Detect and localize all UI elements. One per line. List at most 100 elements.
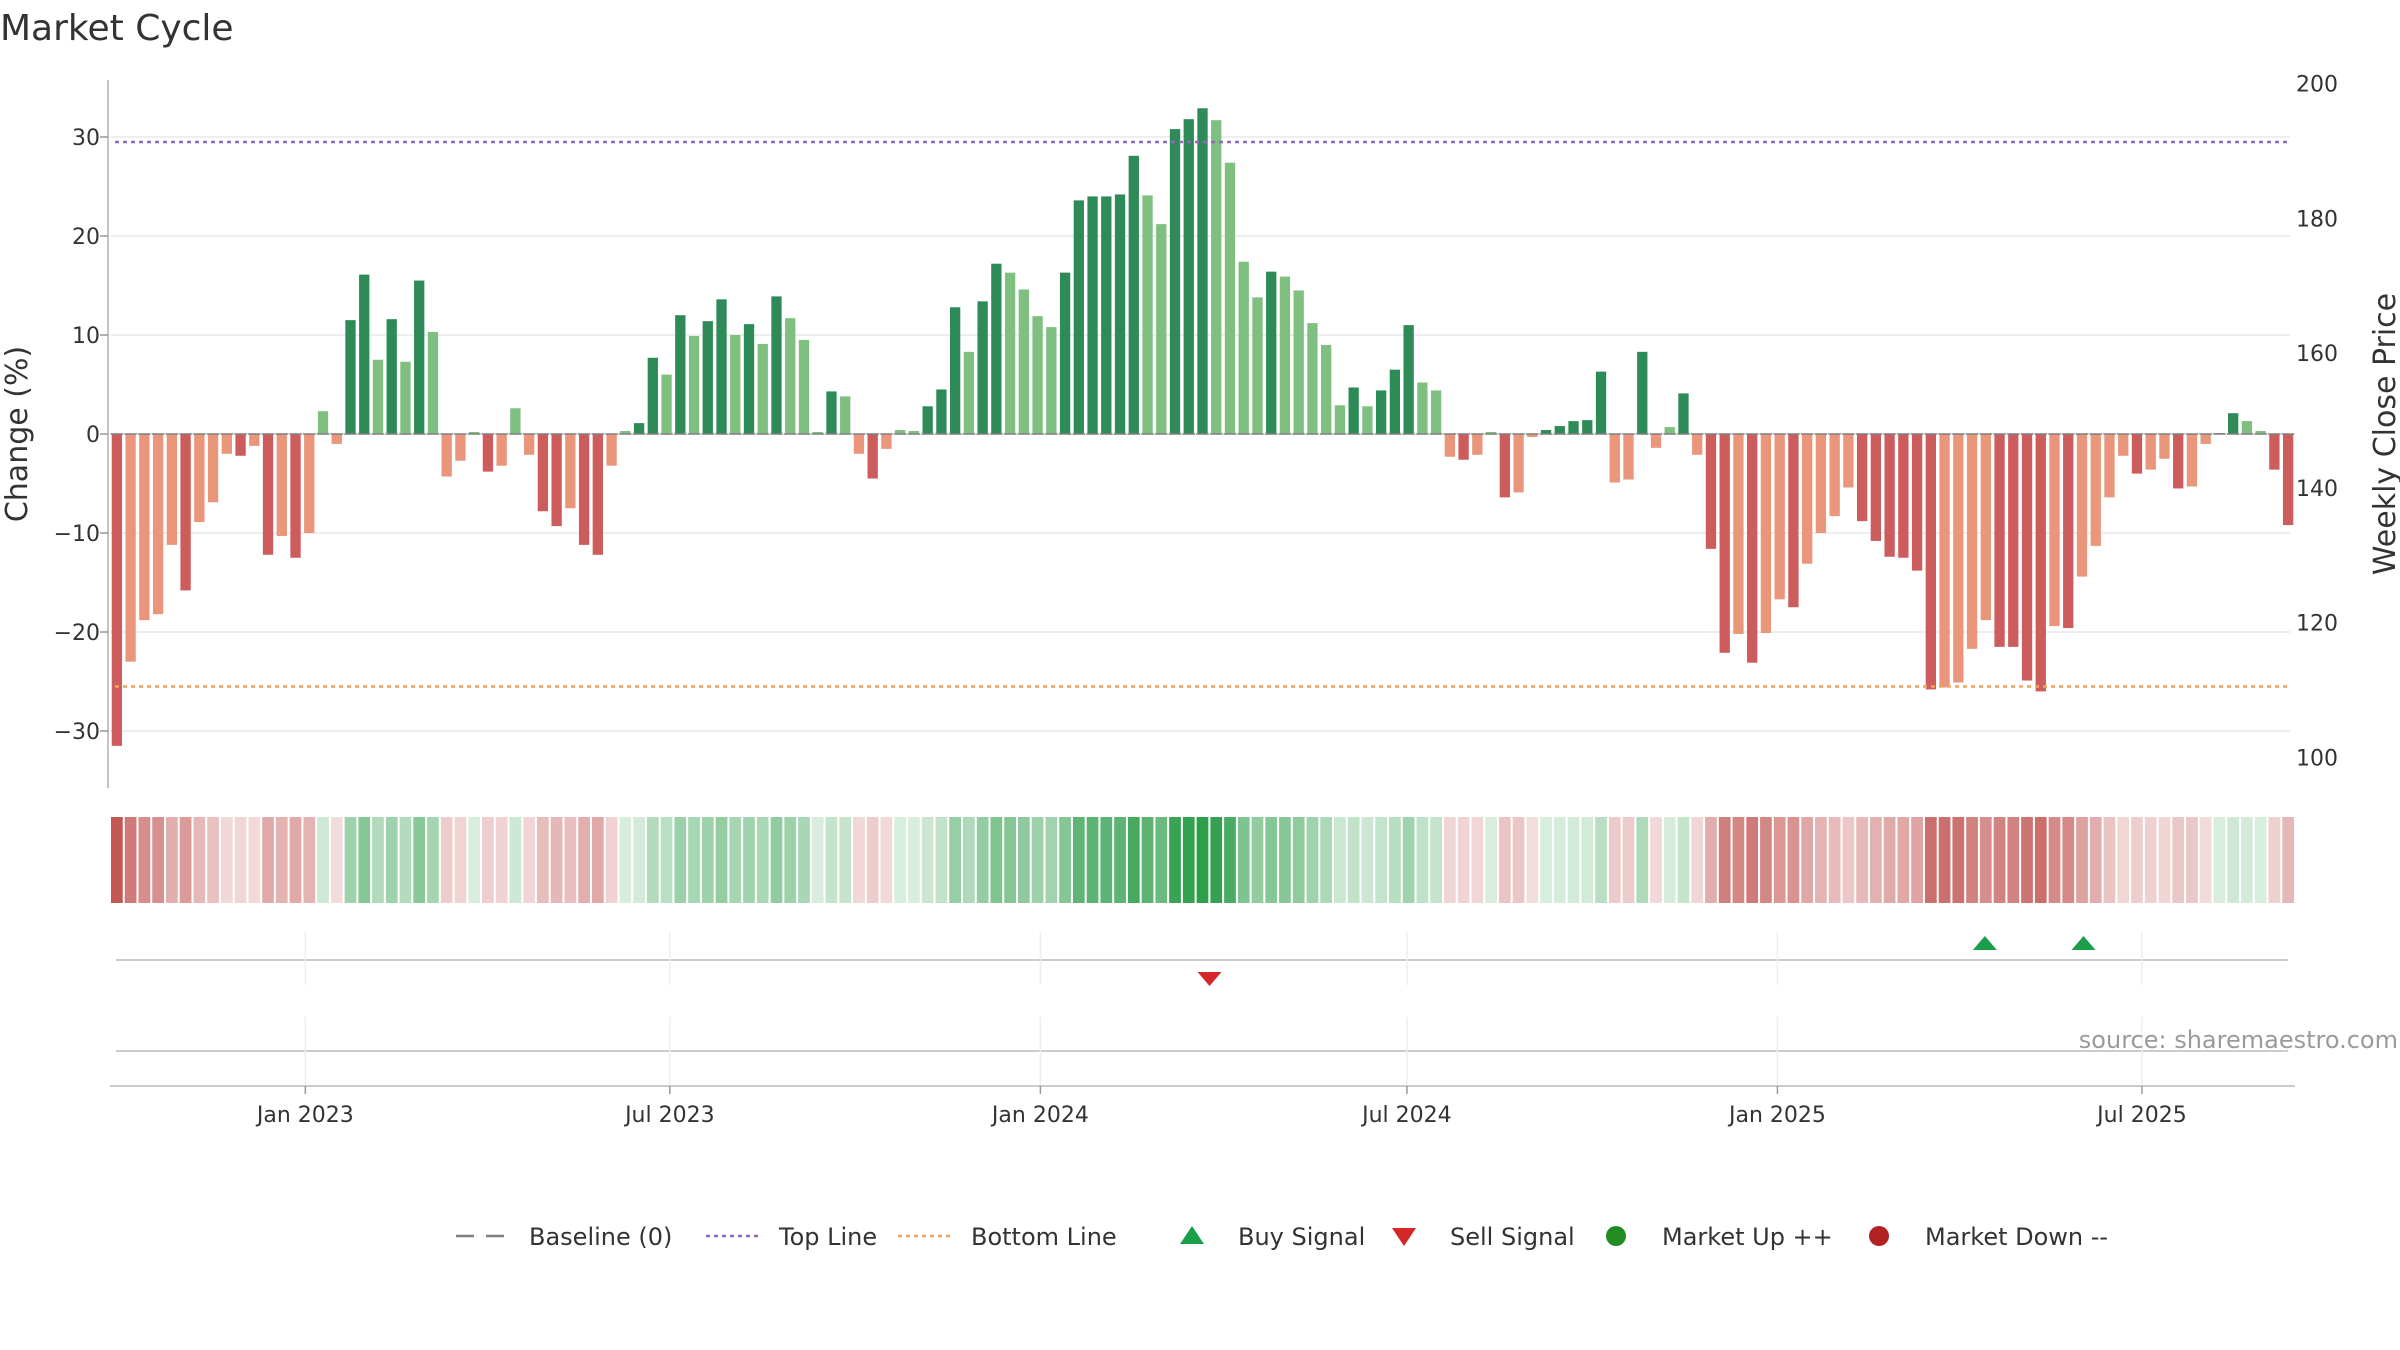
legend-item: Buy Signal xyxy=(1180,1223,1365,1251)
bar xyxy=(1485,432,1497,434)
bar xyxy=(1692,434,1703,455)
legend-item: Top Line xyxy=(706,1223,877,1251)
strength-cell xyxy=(372,817,384,903)
strength-cell xyxy=(894,817,907,903)
chart-title: Market Cycle xyxy=(0,8,234,49)
bar xyxy=(895,430,906,434)
strength-cell xyxy=(715,817,728,903)
bar xyxy=(304,434,315,533)
left-tick-label: 10 xyxy=(72,324,100,349)
strength-cell xyxy=(729,817,742,903)
bar xyxy=(633,423,645,434)
buy-signal-marker xyxy=(2071,936,2096,950)
strength-cell xyxy=(1196,817,1209,903)
bar xyxy=(991,263,1002,434)
strength-cell xyxy=(646,817,659,903)
bar xyxy=(262,434,274,555)
bar xyxy=(2241,421,2253,434)
strength-cell xyxy=(949,817,962,903)
bar xyxy=(2090,434,2101,546)
bar xyxy=(977,301,988,434)
bar xyxy=(1637,351,1648,434)
strength-cell xyxy=(1595,817,1607,903)
strength-cell xyxy=(440,817,453,903)
strength-cell xyxy=(1979,817,1992,903)
bar xyxy=(2008,434,2019,647)
bar xyxy=(2173,434,2184,489)
legend-label: Buy Signal xyxy=(1238,1223,1365,1251)
bar xyxy=(881,434,892,449)
strength-cell xyxy=(1815,817,1827,903)
bar xyxy=(867,434,878,479)
left-axis: 30 20 10 0 −10 −20 −30 xyxy=(54,80,109,788)
strength-cell xyxy=(385,817,398,903)
strength-cell xyxy=(770,817,783,903)
bar xyxy=(1774,434,1785,600)
strength-cell xyxy=(1114,817,1126,903)
strength-cell xyxy=(1402,817,1415,903)
bar xyxy=(716,299,727,434)
left-tick-label: 30 xyxy=(72,126,100,151)
strength-cell xyxy=(1512,817,1525,903)
strength-band xyxy=(111,817,2294,903)
strength-cell xyxy=(1169,817,1181,903)
strength-cell xyxy=(619,817,632,903)
bar xyxy=(152,434,164,615)
strength-cell xyxy=(1361,817,1374,903)
bar xyxy=(1925,434,1936,690)
strength-cell xyxy=(2103,817,2116,903)
bar xyxy=(1911,434,1923,571)
bar xyxy=(1953,434,1964,683)
bar xyxy=(2131,434,2143,474)
bar xyxy=(276,434,287,536)
strength-cell xyxy=(605,817,618,903)
bar xyxy=(1266,271,1277,434)
strength-cell xyxy=(1883,817,1896,903)
legend-swatch xyxy=(1606,1226,1626,1246)
strength-cell xyxy=(275,817,288,903)
bar xyxy=(1843,434,1854,488)
left-tick-label: −20 xyxy=(54,621,100,646)
bar xyxy=(400,361,411,434)
bar xyxy=(606,434,617,466)
bar xyxy=(1375,390,1387,434)
strength-cell xyxy=(935,817,948,903)
bar xyxy=(853,434,865,454)
left-axis-label: Change (%) xyxy=(0,346,35,522)
strength-cell xyxy=(2021,817,2033,903)
bar xyxy=(1829,434,1840,517)
strength-cell xyxy=(468,817,481,903)
bar xyxy=(1595,371,1607,434)
strength-cell xyxy=(1540,817,1552,903)
bar xyxy=(2200,434,2211,444)
bars xyxy=(110,108,2295,746)
strength-cell xyxy=(1210,817,1223,903)
strength-cell xyxy=(688,817,700,903)
bar xyxy=(221,434,232,454)
bar xyxy=(688,335,700,434)
bar xyxy=(1815,434,1827,533)
strength-cell xyxy=(921,817,934,903)
strength-cell xyxy=(537,817,549,903)
x-tick-label: Jan 2023 xyxy=(255,1103,354,1128)
x-axis: Jan 2023 Jul 2023 Jan 2024 Jul 2024 Jan 2025… xyxy=(110,932,2295,1128)
bar xyxy=(1362,406,1373,434)
strength-cell xyxy=(2062,817,2075,903)
strength-cell xyxy=(1938,817,1951,903)
bar xyxy=(578,434,590,545)
strength-cell xyxy=(1773,817,1786,903)
bar xyxy=(771,296,782,434)
right-axis-label: Weekly Close Price xyxy=(2368,293,2400,575)
strength-cell xyxy=(207,817,219,903)
strength-cell xyxy=(1567,817,1580,903)
bar xyxy=(1884,434,1895,557)
strength-cell xyxy=(1732,817,1745,903)
strength-cell xyxy=(1485,817,1497,903)
legend-item: Sell Signal xyxy=(1392,1223,1575,1251)
bar xyxy=(2118,434,2129,456)
signal-panel xyxy=(116,936,2288,986)
strength-cell xyxy=(248,817,261,903)
bar xyxy=(523,434,535,455)
bar xyxy=(482,434,494,472)
